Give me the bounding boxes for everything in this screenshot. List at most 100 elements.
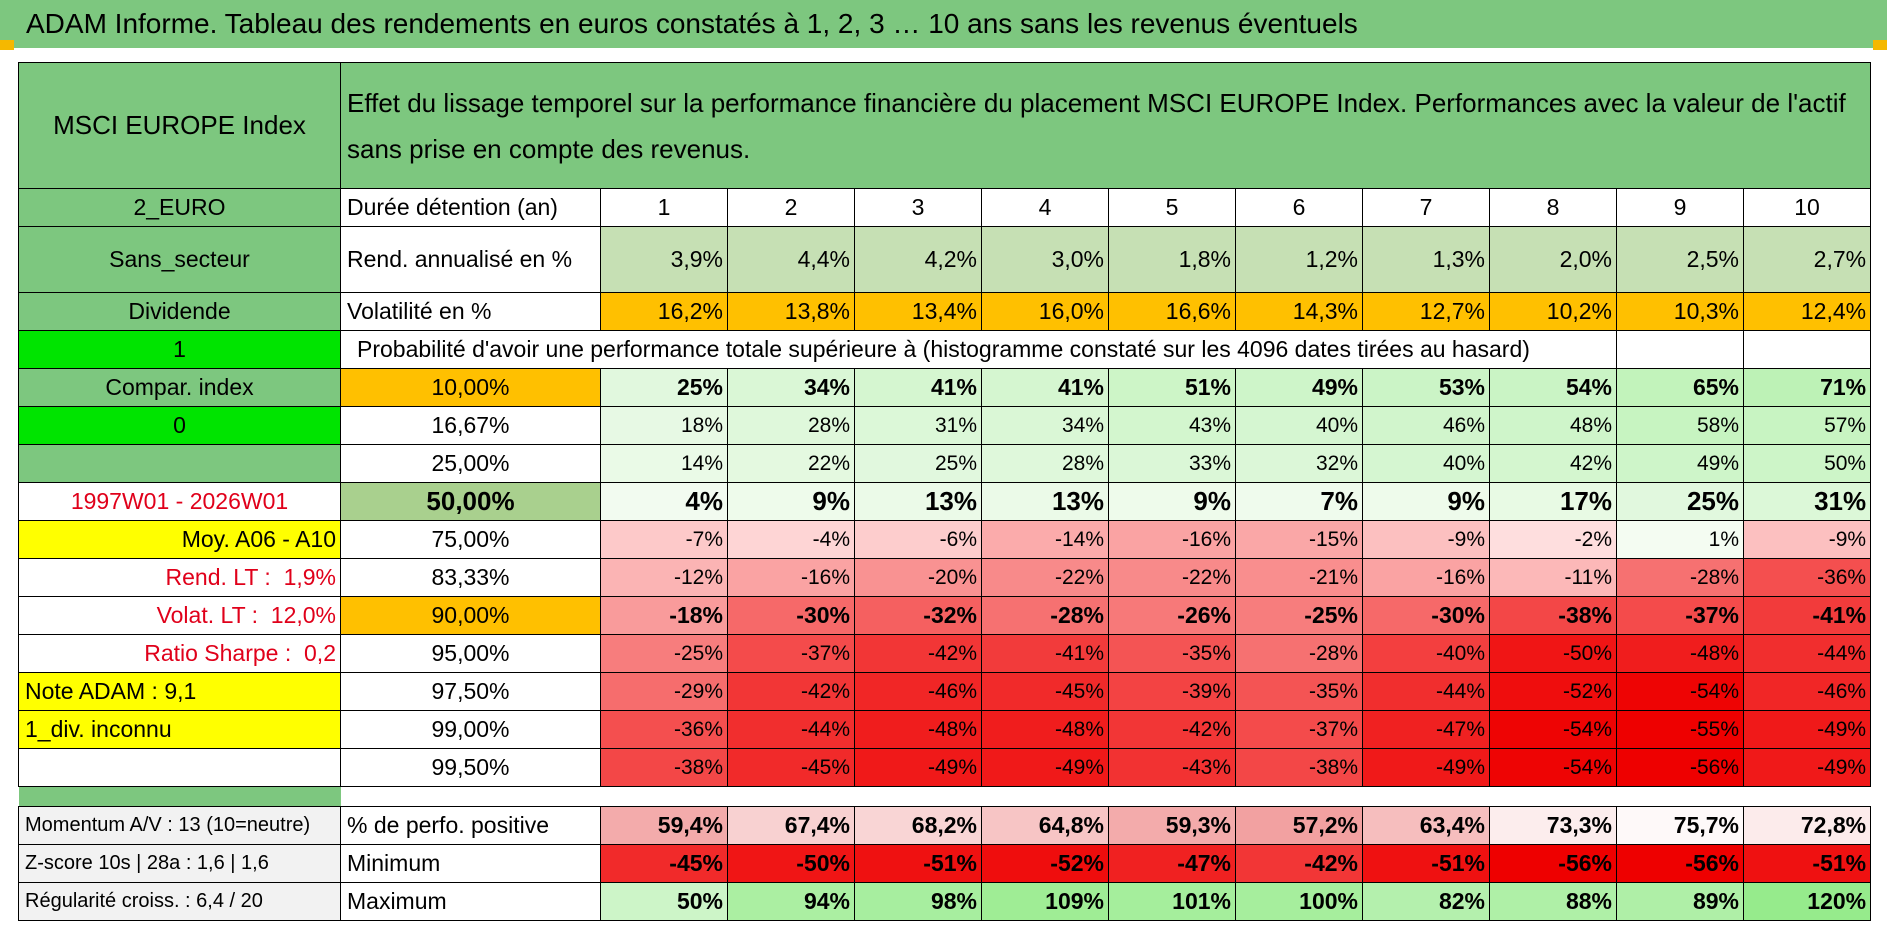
quantile-value: -36% bbox=[600, 710, 728, 749]
quantile-value: -49% bbox=[854, 748, 982, 787]
maximum-cell: 94% bbox=[727, 882, 855, 921]
quantile-value: -16% bbox=[1362, 558, 1490, 597]
vol-cell: 16,2% bbox=[600, 292, 728, 331]
minimum-side-label: Z-score 10s | 28a : 1,6 | 1,6 bbox=[18, 844, 341, 883]
quantile-value: -18% bbox=[600, 596, 728, 635]
year-header: 10 bbox=[1742, 188, 1872, 227]
quantile-value: 71% bbox=[1742, 368, 1872, 407]
quantile-value: -25% bbox=[1235, 596, 1363, 635]
metric-value: 0,2 bbox=[304, 640, 336, 666]
rend-cell: 2,0% bbox=[1489, 226, 1617, 293]
probability-label: Probabilité d'avoir une performance tota… bbox=[340, 330, 1617, 369]
maximum-cell: 100% bbox=[1235, 882, 1363, 921]
quantile-value: 31% bbox=[1742, 482, 1872, 521]
quantile-value: 41% bbox=[981, 368, 1109, 407]
quantile-value: -49% bbox=[981, 748, 1109, 787]
gap-green-cell bbox=[18, 786, 341, 807]
quantile-value: 49% bbox=[1616, 444, 1744, 483]
report-title: ADAM Informe. Tableau des rendements en … bbox=[0, 0, 1887, 48]
year-header: 2 bbox=[727, 188, 855, 227]
compar-index-cell: Compar. index bbox=[18, 368, 341, 407]
quantile-value: -52% bbox=[1489, 672, 1617, 711]
quantile-value: -14% bbox=[981, 520, 1109, 559]
minimum-cell: -56% bbox=[1489, 844, 1617, 883]
rend-cell: 1,8% bbox=[1108, 226, 1236, 293]
year-header: 3 bbox=[854, 188, 982, 227]
quantile-value: -48% bbox=[981, 710, 1109, 749]
quantile-value: 42% bbox=[1489, 444, 1617, 483]
quantile-value: 57% bbox=[1742, 406, 1872, 445]
quantile-label: 99,50% bbox=[340, 748, 601, 787]
quantile-value: -43% bbox=[1108, 748, 1236, 787]
quantile-value: -29% bbox=[600, 672, 728, 711]
quantile-label: 75,00% bbox=[340, 520, 601, 559]
quantile-value: 48% bbox=[1489, 406, 1617, 445]
quantile-value: -35% bbox=[1108, 634, 1236, 673]
quantile-label: 16,67% bbox=[340, 406, 601, 445]
empty-cell bbox=[1616, 330, 1744, 369]
minimum-cell: -50% bbox=[727, 844, 855, 883]
quantile-value: -49% bbox=[1742, 710, 1872, 749]
quantile-value: 13% bbox=[981, 482, 1109, 521]
quantile-value: -20% bbox=[854, 558, 982, 597]
positive-cell: 75,7% bbox=[1616, 806, 1744, 845]
year-header: 9 bbox=[1616, 188, 1744, 227]
year-header: 1 bbox=[600, 188, 728, 227]
quantile-value: 34% bbox=[981, 406, 1109, 445]
positive-cell: 73,3% bbox=[1489, 806, 1617, 845]
quantile-value: 14% bbox=[600, 444, 728, 483]
quantile-value: -28% bbox=[981, 596, 1109, 635]
maximum-cell: 82% bbox=[1362, 882, 1490, 921]
quantile-value: -12% bbox=[600, 558, 728, 597]
quantile-value: 54% bbox=[1489, 368, 1617, 407]
quantile-label: 97,50% bbox=[340, 672, 601, 711]
vol-cell: 16,6% bbox=[1108, 292, 1236, 331]
positive-cell: 72,8% bbox=[1742, 806, 1872, 845]
quantile-label: 10,00% bbox=[340, 368, 601, 407]
quantile-value: -46% bbox=[854, 672, 982, 711]
quantile-value: 22% bbox=[727, 444, 855, 483]
quantile-value: -9% bbox=[1742, 520, 1872, 559]
quantile-value: -50% bbox=[1489, 634, 1617, 673]
rend-cell: 3,9% bbox=[600, 226, 728, 293]
index-name-cell: MSCI EUROPE Index bbox=[18, 62, 341, 189]
quantile-value: -42% bbox=[727, 672, 855, 711]
quantile-value: -54% bbox=[1616, 672, 1744, 711]
sector-cell: Sans_secteur bbox=[18, 226, 341, 293]
rend-cell: 3,0% bbox=[981, 226, 1109, 293]
quantile-value: -48% bbox=[1616, 634, 1744, 673]
quantile-value: -45% bbox=[981, 672, 1109, 711]
quantile-value: -42% bbox=[1108, 710, 1236, 749]
quantile-value: -11% bbox=[1489, 558, 1617, 597]
quantile-label: 25,00% bbox=[340, 444, 601, 483]
maximum-cell: 89% bbox=[1616, 882, 1744, 921]
quantile-value: 9% bbox=[727, 482, 855, 521]
maximum-cell: 101% bbox=[1108, 882, 1236, 921]
currency-cell: 2_EURO bbox=[18, 188, 341, 227]
year-header: 5 bbox=[1108, 188, 1236, 227]
quantile-value: -46% bbox=[1742, 672, 1872, 711]
quantile-value: -55% bbox=[1616, 710, 1744, 749]
quantile-value: -28% bbox=[1616, 558, 1744, 597]
maximum-cell: 120% bbox=[1742, 882, 1872, 921]
vol-cell: 14,3% bbox=[1235, 292, 1363, 331]
quantile-value: 9% bbox=[1362, 482, 1490, 521]
maximum-cell: 50% bbox=[600, 882, 728, 921]
positive-cell: 59,3% bbox=[1108, 806, 1236, 845]
minimum-cell: -42% bbox=[1235, 844, 1363, 883]
quantile-value: -30% bbox=[727, 596, 855, 635]
quantile-value: -41% bbox=[981, 634, 1109, 673]
dividend-cell: Dividende bbox=[18, 292, 341, 331]
div-unknown-cell: 1_div. inconnu bbox=[18, 710, 341, 749]
quantile-value: 65% bbox=[1616, 368, 1744, 407]
quantile-value: -16% bbox=[1108, 520, 1236, 559]
maximum-cell: 109% bbox=[981, 882, 1109, 921]
quantile-value: 51% bbox=[1108, 368, 1236, 407]
corner-marker bbox=[0, 40, 14, 50]
vol-cell: 16,0% bbox=[981, 292, 1109, 331]
quantile-value: -41% bbox=[1742, 596, 1872, 635]
quantile-value: 28% bbox=[981, 444, 1109, 483]
quantile-value: 43% bbox=[1108, 406, 1236, 445]
year-header: 6 bbox=[1235, 188, 1363, 227]
rend-label: Rend. annualisé en % bbox=[340, 226, 601, 293]
